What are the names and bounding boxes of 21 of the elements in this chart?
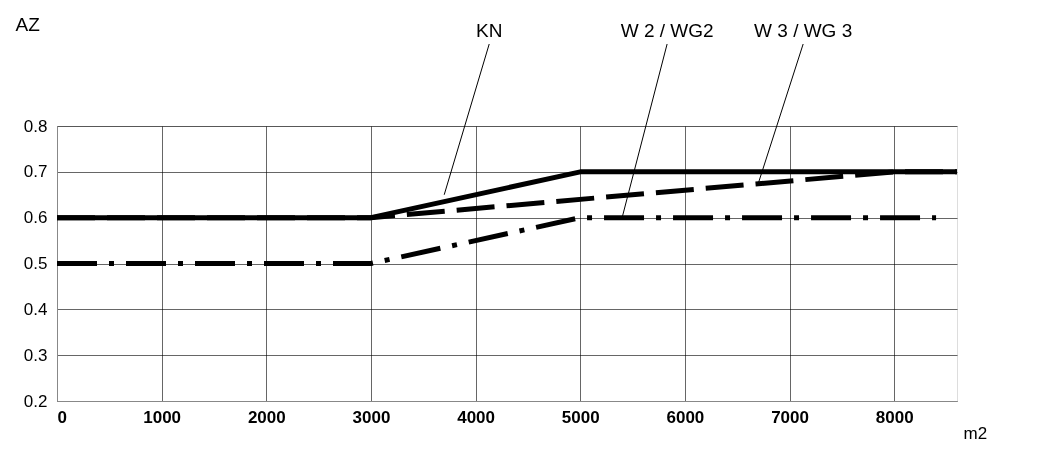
y-tick-label: 0.4 [23,299,48,319]
x-tick-label: 8000 [875,407,914,427]
y-tick-label: 0.6 [23,208,48,228]
y-tick-label: 0.5 [23,254,48,273]
x-tick-label: 1000 [143,407,182,427]
x-tick-label: 0 [57,407,67,427]
x-tick-label: 7000 [771,407,809,427]
annotation: W 3 / WG 3 [754,20,853,41]
y-tick-label: 0.8 [23,116,48,136]
x-tick-label: 3000 [352,407,391,427]
x-tick-label: 2000 [247,407,286,427]
y-tick-label: 0.7 [23,162,48,182]
annotation: W 2 / WG2 [620,20,714,41]
x-tick-label: 4000 [457,407,496,427]
x-tick-label: 6000 [666,407,705,427]
annotation: KN [476,20,503,41]
x-tick-label: 5000 [561,407,600,427]
y-tick-label: 0.3 [23,345,48,365]
y-tick-label: 0.2 [23,391,48,411]
y-axis-title: AZ [15,13,41,35]
x-axis-title: m2 [963,423,988,443]
